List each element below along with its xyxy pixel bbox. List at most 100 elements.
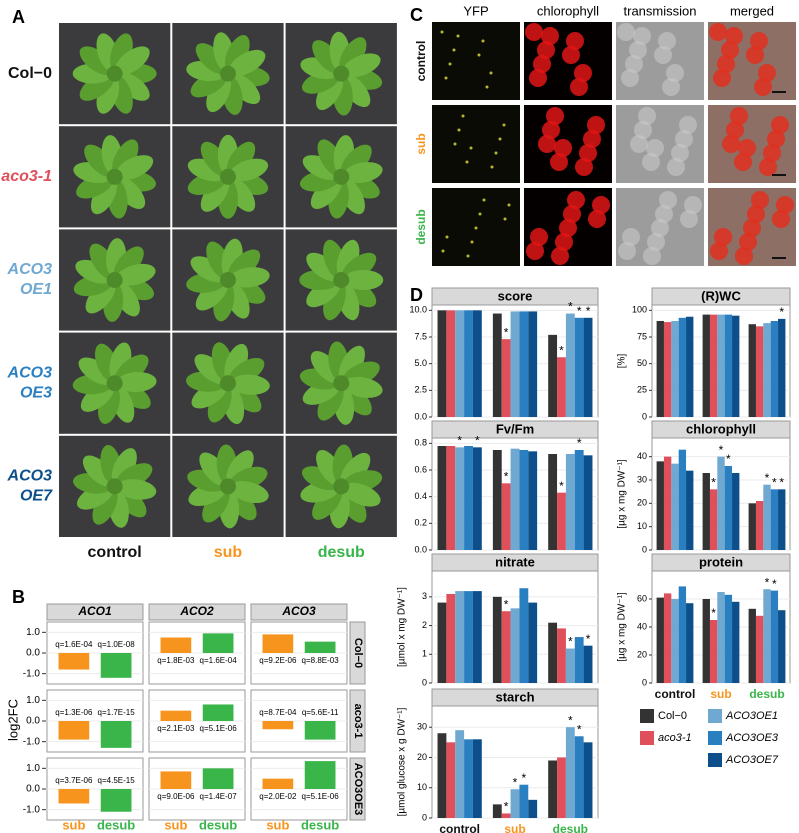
cell-blob [530,228,548,246]
cell-blob [714,228,732,246]
bar [732,601,740,683]
significance-star: * [577,304,582,318]
cell-blob [759,158,777,176]
rosette-center [106,375,123,392]
bar [565,648,575,683]
cell-blob [654,46,672,64]
y-tick-label: -1.0 [23,804,41,815]
cell-blob [738,139,756,157]
bar [472,739,482,818]
y-tick-label: 1.0 [26,695,40,706]
x-tick-label: desub [97,817,135,832]
bar [492,596,502,683]
channel-label: chlorophyll [537,3,599,18]
facet-title: chlorophyll [686,421,756,436]
cell-blob [646,139,664,157]
bar [464,310,473,417]
rosette [73,444,157,528]
bar [574,637,584,683]
cell-blob [659,191,677,209]
cell-blob [667,158,685,176]
y-tick-label: 10.0 [409,305,427,315]
y-tick-label: 2 [422,620,427,630]
rosette-leaf [116,479,157,500]
legend-swatch [640,731,654,745]
cell-blob [747,205,765,223]
bar [663,456,672,550]
cell-blob [651,219,669,237]
y-tick-label: 3 [422,591,427,601]
rosette [72,33,157,114]
cell-blob [469,146,473,150]
cell-blob [588,210,606,228]
genotype-label: Col−0 [8,65,52,82]
bar [437,446,447,550]
bar [671,599,679,683]
cell-blob [562,46,580,64]
bar [583,317,593,417]
cell-blob [445,235,449,239]
bar [732,473,740,550]
rosette-leaf [229,481,269,504]
bar [548,760,558,818]
bar [464,739,473,818]
bar [510,448,520,550]
cell-blob [618,242,636,260]
bar [686,316,694,417]
x-tick-label: desub [749,687,784,701]
bar [778,318,786,417]
bar [709,314,718,417]
facet-title: Fv/Fm [496,421,534,436]
bar [548,622,558,683]
q-value: q=2.1E-03 [157,724,195,733]
y-tick-label: 0 [642,411,647,421]
rosette [186,32,270,115]
bar [464,446,473,550]
cell-blob [772,210,790,228]
cell-blob [726,121,744,139]
rosette-center [219,478,236,495]
y-tick-label: 30 [637,474,647,484]
facet-title: (R)WC [701,288,741,303]
rosette-leaf [92,487,118,525]
rosette-center [106,478,123,495]
bar [557,628,566,683]
cell-blob [634,121,652,139]
channel-label: transmission [624,3,697,18]
bar [519,311,529,417]
treatment-label: sub [214,544,243,561]
significance-star: * [765,471,770,485]
bar [519,588,529,683]
bar [548,454,558,550]
rosette-center [219,375,236,392]
rosette [299,239,384,321]
q-value: q=1.6E-04 [55,640,93,649]
bar [464,591,473,683]
bar [437,310,447,417]
significance-star: * [559,343,564,357]
rosette [187,444,269,529]
cell-blob [643,247,661,265]
bar [492,450,502,550]
bar [202,704,234,721]
cell-blob [482,198,486,202]
significance-star: * [779,305,784,319]
cell-blob [441,249,445,253]
cell-blob [679,116,697,134]
bar [755,615,764,683]
rosette [73,135,156,219]
facet-row-title: ACO3OE3 [352,763,364,816]
cell-blob [621,69,639,87]
cell-blob [587,116,605,134]
genotype-label: ACO3 [7,468,53,485]
rosette-center [333,65,350,82]
rosette-leaf [190,256,227,283]
cell-blob [763,144,781,162]
bar [528,799,538,818]
bar [778,489,786,550]
rosette [299,135,383,219]
rosette [299,341,383,425]
cell-blob [758,64,776,82]
y-tick-label: 1.0 [26,763,40,774]
bar [58,721,90,740]
